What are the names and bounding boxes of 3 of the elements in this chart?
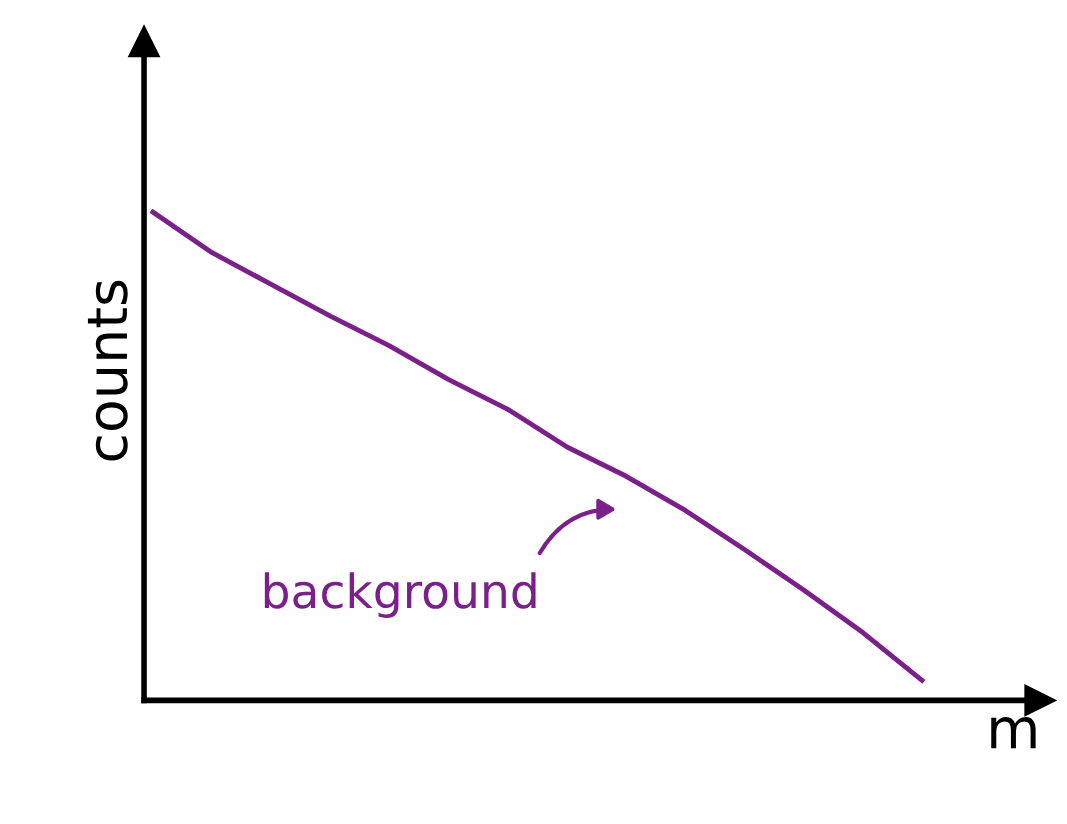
x-axis-title: m <box>991 717 1036 749</box>
y-axis-title: counts <box>87 280 128 461</box>
annotation: background <box>264 572 536 618</box>
